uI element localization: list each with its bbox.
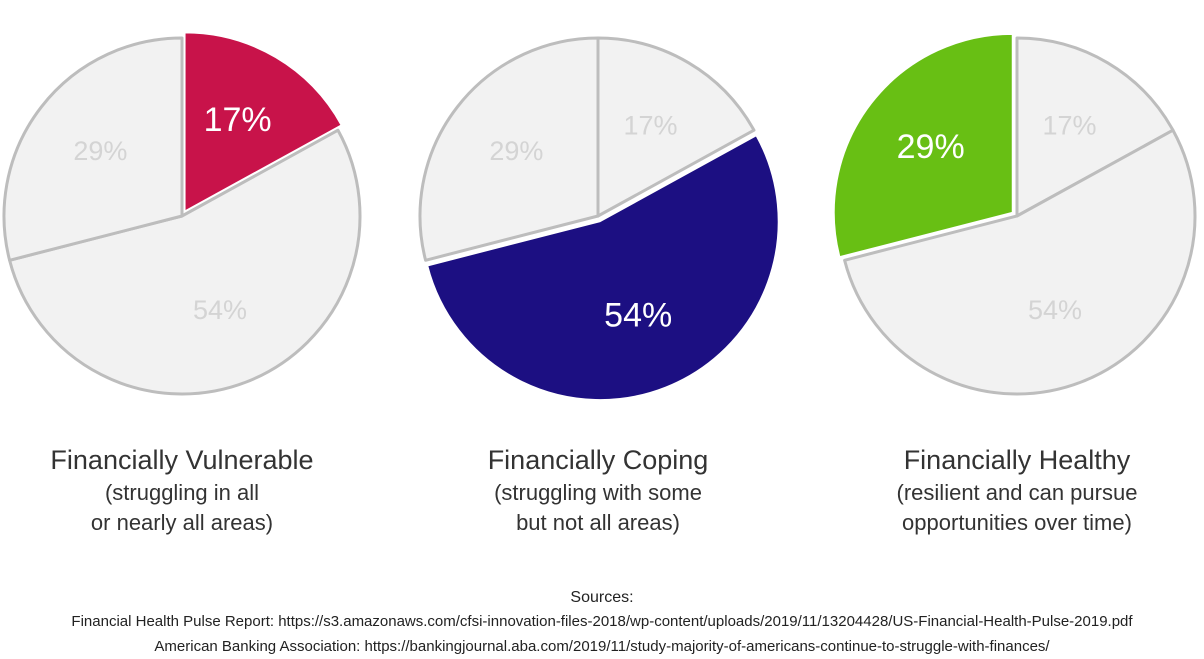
pie-slice (8, 128, 362, 396)
pie-slice (418, 36, 600, 262)
pie-subtitle: (struggling with some (494, 480, 702, 505)
slice-label: 54% (1028, 295, 1082, 325)
source-line: Financial Health Pulse Report: https://s… (71, 613, 1133, 630)
slice-label: 17% (624, 110, 678, 140)
pie-subtitle: (struggling in all (105, 480, 259, 505)
sources-title: Sources: (570, 589, 633, 606)
pie-subtitle: opportunities over time) (902, 510, 1132, 535)
slice-label: 17% (1043, 110, 1097, 140)
slice-label: 54% (604, 297, 672, 335)
slice-label: 29% (73, 136, 127, 166)
pie-slice (2, 36, 184, 262)
slice-label: 29% (489, 136, 543, 166)
pie-subtitle: but not all areas) (516, 510, 680, 535)
pie-title: Financially Vulnerable (50, 445, 313, 475)
pie-title: Financially Coping (488, 445, 709, 475)
pie-slice (1015, 36, 1175, 218)
slice-label: 54% (193, 295, 247, 325)
pie-title: Financially Healthy (904, 445, 1131, 475)
pie-slice (596, 36, 756, 218)
source-line: American Banking Association: https://ba… (154, 638, 1050, 655)
pie-slice (843, 128, 1197, 396)
slice-label: 17% (204, 101, 272, 139)
pie-subtitle: or nearly all areas) (91, 510, 273, 535)
slice-label: 29% (897, 128, 965, 166)
pie-slice (184, 32, 342, 212)
pie-slice (427, 135, 779, 401)
pie-subtitle: (resilient and can pursue (897, 480, 1138, 505)
pie-slice (833, 33, 1013, 258)
